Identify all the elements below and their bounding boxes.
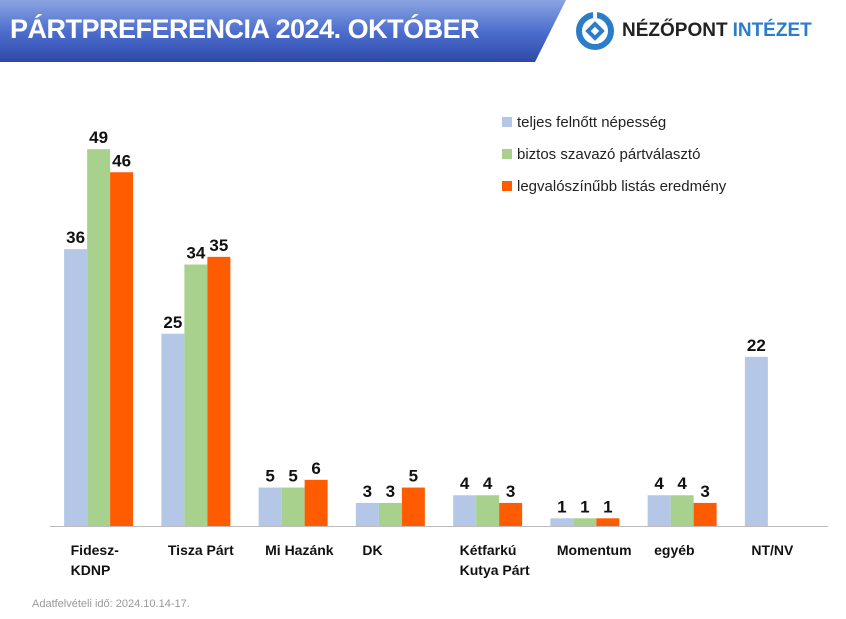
- data-label: 4: [654, 474, 664, 493]
- legend-item: biztos szavazó pártválasztó: [502, 138, 726, 170]
- legend-swatch: [502, 181, 512, 191]
- category-label: NT/NV: [751, 542, 794, 558]
- category-label: Momentum: [557, 542, 632, 558]
- logo: NÉZŐPONT INTÉZET: [576, 12, 812, 50]
- legend-label: teljes felnőtt népesség: [517, 113, 667, 131]
- category-label: Fidesz-: [71, 542, 120, 558]
- bar: [744, 356, 768, 526]
- legend-item: teljes felnőtt népesség: [502, 106, 726, 138]
- data-label: 1: [603, 497, 612, 516]
- data-label: 3: [363, 482, 372, 501]
- category-label: KDNP: [71, 562, 111, 578]
- page-title: PÁRTPREFERENCIA 2024. OKTÓBER: [10, 14, 480, 44]
- bar: [110, 172, 134, 526]
- legend: teljes felnőtt népesség biztos szavazó pá…: [502, 106, 726, 202]
- legend-item: legvalószínűbb listás eredmény: [502, 170, 726, 202]
- bar: [499, 502, 523, 526]
- bar: [64, 249, 88, 526]
- bar: [207, 256, 231, 526]
- legend-swatch: [502, 149, 512, 159]
- bar: [647, 495, 671, 526]
- data-label: 5: [288, 467, 297, 486]
- data-label: 36: [66, 228, 85, 247]
- data-label: 6: [311, 459, 320, 478]
- bar: [670, 495, 694, 526]
- title-banner: [0, 0, 566, 62]
- category-label: Tisza Párt: [168, 542, 234, 558]
- bar: [355, 502, 379, 526]
- data-label: 25: [163, 313, 182, 332]
- data-label: 5: [409, 467, 418, 486]
- category-label: egyéb: [654, 542, 694, 558]
- data-label: 4: [677, 474, 687, 493]
- data-label: 4: [483, 474, 493, 493]
- logo-text-accent: INTÉZET: [732, 20, 812, 41]
- bar: [378, 502, 402, 526]
- bar: [573, 518, 597, 526]
- footnote: Adatfelvételi idő: 2024.10.14-17.: [32, 598, 190, 610]
- legend-label: legvalószínűbb listás eredmény: [517, 177, 727, 195]
- legend-label: biztos szavazó pártválasztó: [517, 145, 701, 163]
- data-label: 49: [89, 128, 108, 147]
- bar: [281, 487, 305, 526]
- nezopont-logo-icon: [576, 12, 614, 50]
- category-label: Mi Hazánk: [265, 542, 334, 558]
- data-label: 35: [209, 236, 228, 255]
- bar: [258, 487, 282, 526]
- legend-swatch: [502, 117, 512, 127]
- bar: [550, 518, 574, 526]
- category-label: Kétfarkú: [460, 542, 517, 558]
- bar: [693, 502, 717, 526]
- logo-text: NÉZŐPONT: [622, 20, 728, 41]
- data-label: 46: [112, 151, 131, 170]
- data-label: 3: [700, 482, 709, 501]
- data-label: 3: [386, 482, 395, 501]
- data-label: 5: [265, 467, 274, 486]
- bar: [161, 333, 185, 526]
- bar: [304, 479, 328, 526]
- bar: [596, 518, 620, 526]
- bar: [401, 487, 425, 526]
- data-label: 4: [460, 474, 470, 493]
- bar: [453, 495, 477, 526]
- category-label: DK: [362, 542, 382, 558]
- data-label: 1: [557, 497, 566, 516]
- bar: [184, 264, 208, 526]
- data-label: 34: [186, 244, 205, 263]
- data-label: 1: [580, 497, 589, 516]
- category-label: Kutya Párt: [460, 562, 530, 578]
- bar: [87, 149, 111, 526]
- bar: [476, 495, 500, 526]
- data-label: 22: [747, 336, 766, 355]
- data-label: 3: [506, 482, 515, 501]
